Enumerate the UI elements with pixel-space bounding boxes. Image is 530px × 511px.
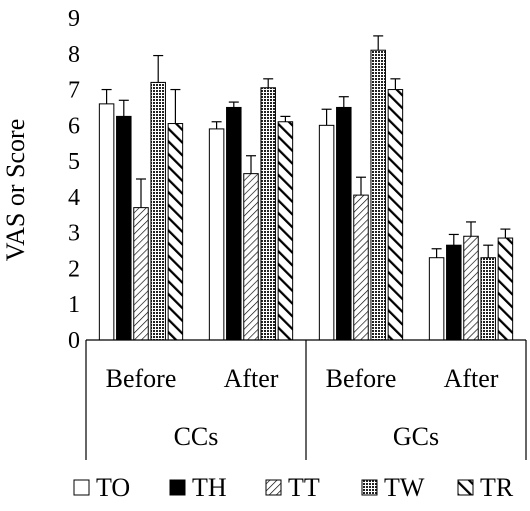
bar-th [226,106,242,341]
subcategory-label: Before [326,364,397,393]
y-tick-label: 4 [68,185,80,211]
bar-to [98,103,115,341]
legend-swatch-tt [265,479,282,496]
bar-th [336,106,352,341]
bar-tr [277,121,294,341]
legend-label: TT [288,473,320,502]
bar-tt [133,207,149,341]
y-tick-label: 1 [68,292,80,318]
bar-tw [480,257,496,341]
bar-to [318,124,335,341]
legend-label: TO [96,473,130,502]
bar-th [116,115,132,341]
bar-to [208,128,225,341]
legend-label: TH [192,473,227,502]
y-tick-label: 9 [68,6,80,32]
legend: TO TH TT TW TR [73,473,514,502]
legend-swatch-to [73,479,90,496]
y-tick-labels: 0 1 2 3 4 5 6 7 8 9 [68,6,80,354]
subcategory-label: Before [106,364,177,393]
y-tick-label: 6 [68,113,80,139]
y-tick-label: 7 [68,78,80,104]
y-tick-label: 5 [68,149,80,175]
bar-tw [370,49,386,341]
y-tick-label: 0 [68,328,80,354]
bar-tr [497,237,514,341]
group-label: GCs [393,422,439,451]
bar-tw [150,81,166,341]
bars [98,49,514,341]
bar-tt [353,194,369,341]
legend-label: TW [384,473,425,502]
bar-tr [387,89,404,341]
legend-swatch-th [169,479,186,496]
subcategory-label: After [444,364,499,393]
legend-swatch-tr [457,479,474,496]
subcategory-label: After [224,364,279,393]
y-tick-label: 8 [68,42,80,68]
bar-tw [260,87,276,341]
bar-tt [463,235,479,341]
bar-to [428,257,445,341]
y-tick-label: 3 [68,221,80,247]
y-axis-title: VAS or Score [1,119,30,262]
bar-tt [243,173,259,341]
y-tick-label: 2 [68,256,80,282]
error-bars [101,35,511,258]
bar-th [446,244,462,341]
bar-tr [167,123,184,341]
group-label: CCs [174,422,219,451]
legend-swatch-tw [361,479,378,496]
legend-label: TR [480,473,514,502]
